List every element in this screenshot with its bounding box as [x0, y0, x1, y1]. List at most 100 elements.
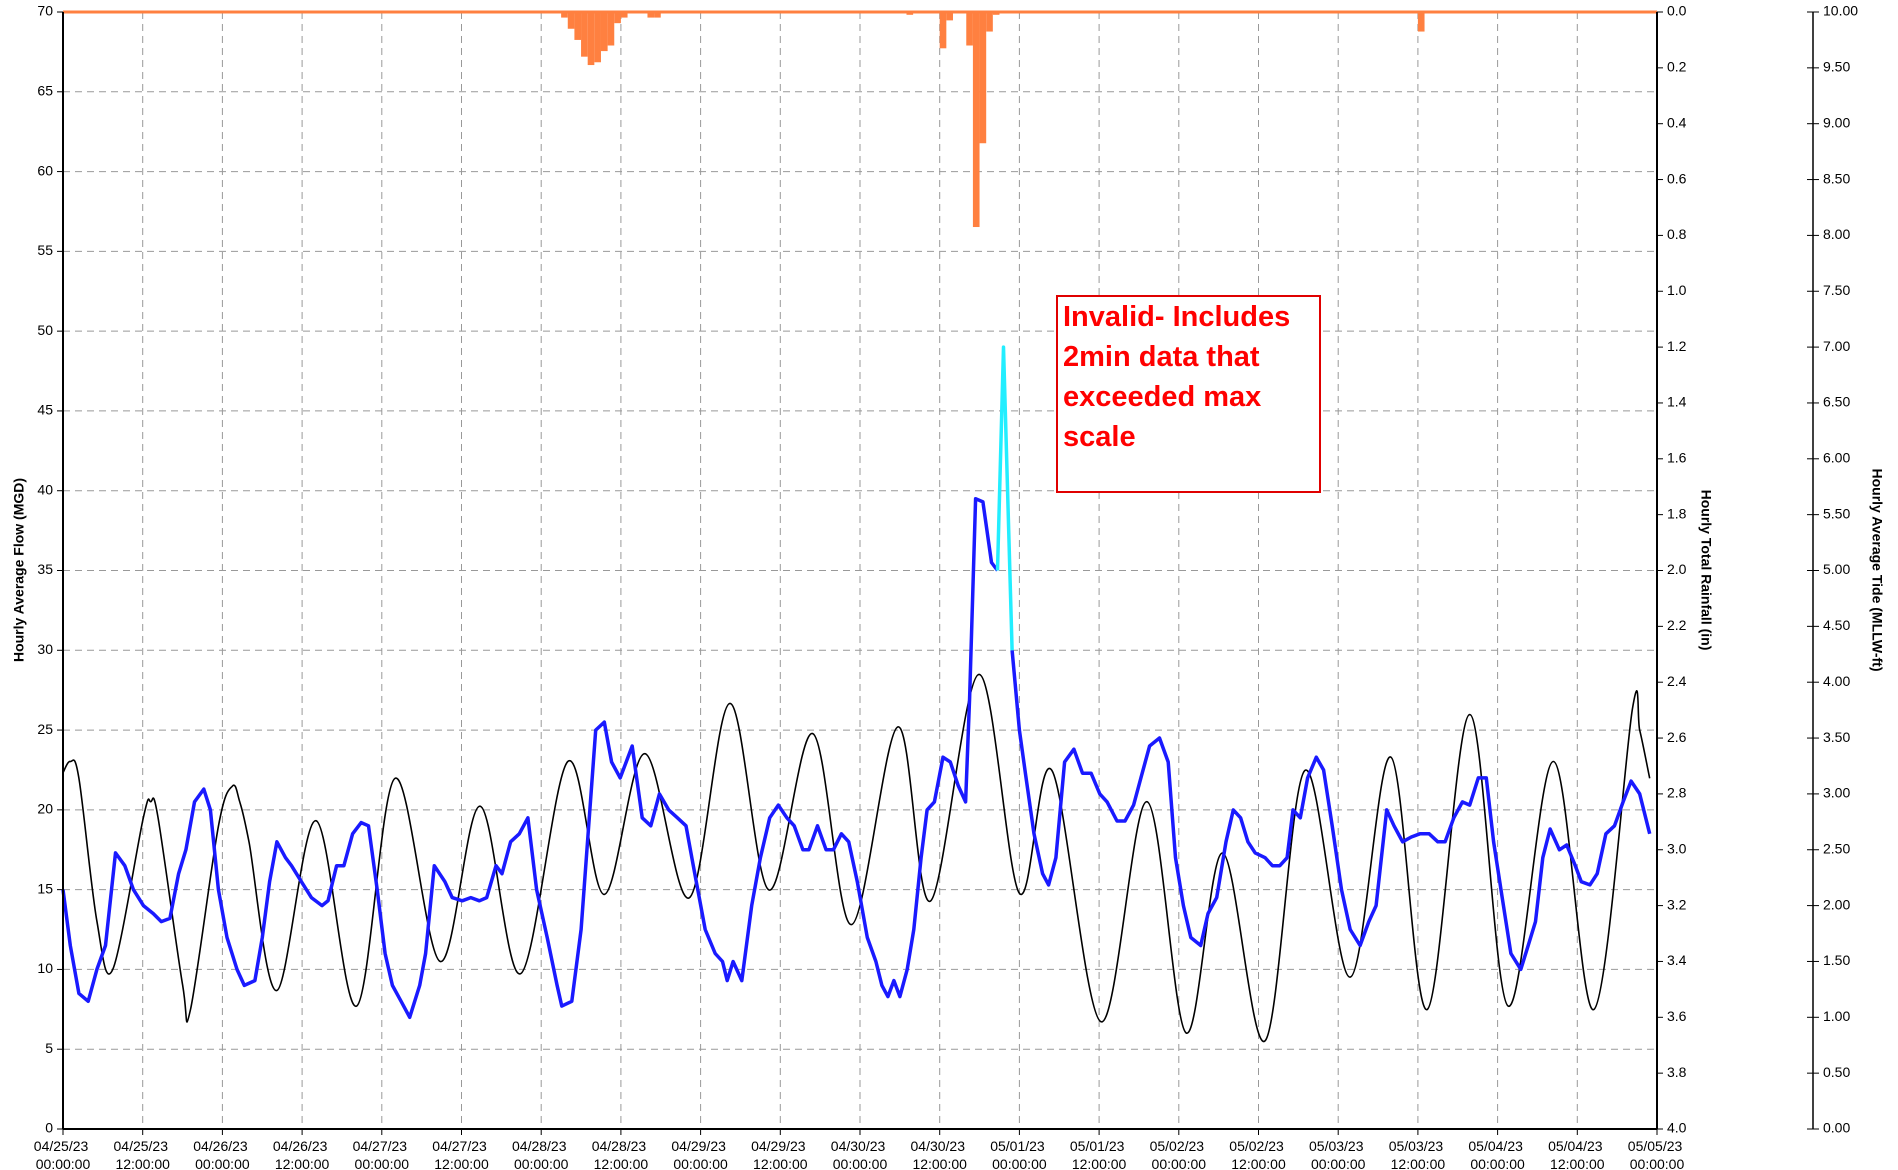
x-tick-label: 04/29/23 00:00:00: [671, 1138, 729, 1170]
rain-bar: [647, 12, 655, 18]
rain-bar: [1417, 12, 1425, 32]
x-tick-label-line: 05/03/23: [1389, 1138, 1447, 1154]
y3-tick-label: 6.00: [1823, 450, 1850, 466]
y3-axis-title: Hourly Average Tide (MLLW-ft): [1869, 469, 1885, 672]
x-tick-label-line: 12:00:00: [1550, 1156, 1605, 1170]
y3-tick-label: 5.50: [1823, 505, 1850, 521]
y2-tick-label: 1.8: [1667, 505, 1687, 521]
y-tick-label: 25: [37, 721, 53, 737]
y-tick-label: 60: [37, 162, 53, 178]
y2-tick-label: 0.6: [1667, 170, 1687, 186]
y2-tick-label: 1.0: [1667, 282, 1687, 298]
y2-tick-label: 2.4: [1667, 673, 1687, 689]
x-tick-label-line: 05/02/23: [1229, 1138, 1287, 1154]
x-tick-label-line: 00:00:00: [992, 1156, 1047, 1170]
x-tick-label-line: 05/02/23: [1150, 1138, 1208, 1154]
x-tick-label: 05/05/23 00:00:00: [1628, 1138, 1686, 1170]
x-tick-label: 05/03/23 00:00:00: [1309, 1138, 1367, 1170]
rain-bar: [614, 12, 621, 24]
y2-tick-label: 1.6: [1667, 450, 1687, 466]
y3-tick-label: 1.00: [1823, 1008, 1850, 1024]
x-tick-label-line: 04/25/23: [114, 1138, 172, 1154]
x-tick-label-line: 12:00:00: [753, 1156, 808, 1170]
x-tick-label-line: 04/30/23: [911, 1138, 969, 1154]
x-tick-label-line: 00:00:00: [1630, 1156, 1685, 1170]
y-tick-label: 65: [37, 82, 53, 98]
x-tick-label: 04/28/23 00:00:00: [512, 1138, 570, 1170]
rain-bar: [939, 12, 947, 49]
y3-tick-label: 1.50: [1823, 952, 1850, 968]
y3-tick-label: 0.00: [1823, 1120, 1850, 1136]
x-tick-label-line: 00:00:00: [1152, 1156, 1207, 1170]
y-tick-label: 40: [37, 481, 53, 497]
annotation-box: [1056, 295, 1321, 493]
x-tick-label-line: 04/26/23: [273, 1138, 331, 1154]
x-tick-label-line: 05/05/23: [1628, 1138, 1686, 1154]
x-tick-label: 05/03/23 12:00:00: [1389, 1138, 1447, 1170]
series-line: [995, 345, 1014, 651]
series-line: [62, 673, 1651, 1042]
annotation-text: 2min data that: [1063, 341, 1260, 373]
rain-bar: [561, 12, 568, 18]
rain-bar: [567, 12, 575, 29]
rain-bar: [581, 12, 588, 57]
x-tick-label-line: 05/03/23: [1309, 1138, 1367, 1154]
rain-bar: [594, 12, 601, 63]
y-tick-label: 55: [37, 242, 53, 258]
y-tick-label: 0: [45, 1120, 53, 1136]
x-tick-label-line: 00:00:00: [1470, 1156, 1525, 1170]
x-tick-label: 05/02/23 00:00:00: [1150, 1138, 1208, 1170]
rain-bar: [946, 12, 953, 21]
y2-tick-label: 2.8: [1667, 785, 1687, 801]
rain-bar: [979, 12, 987, 144]
x-tick-label: 04/25/23 12:00:00: [114, 1138, 172, 1170]
y2-tick-label: 4.0: [1667, 1120, 1687, 1136]
y3-tick-label: 5.00: [1823, 561, 1850, 577]
x-tick-label: 04/28/23 12:00:00: [592, 1138, 650, 1170]
y2-tick-label: 3.2: [1667, 896, 1687, 912]
x-tick-label: 04/26/23 00:00:00: [193, 1138, 251, 1170]
y3-tick-label: 7.50: [1823, 282, 1850, 298]
x-tick-label: 05/01/23 00:00:00: [990, 1138, 1048, 1170]
rain-bar: [620, 12, 628, 18]
y-tick-label: 45: [37, 402, 53, 418]
y2-axis-title: Hourly Total Rainfall (in): [1698, 490, 1714, 651]
y2-tick-label: 1.4: [1667, 394, 1687, 410]
x-tick-label: 05/02/23 12:00:00: [1229, 1138, 1287, 1170]
y2-tick-label: 2.6: [1667, 729, 1687, 745]
y2-tick-label: 3.8: [1667, 1064, 1687, 1080]
y2-tick-label: 0.2: [1667, 59, 1687, 75]
x-tick-label: 04/30/23 12:00:00: [911, 1138, 969, 1170]
rain-bar: [972, 12, 980, 228]
x-tick-label-line: 12:00:00: [594, 1156, 649, 1170]
x-tick-label-line: 12:00:00: [275, 1156, 330, 1170]
x-tick-label: 04/29/23 12:00:00: [751, 1138, 809, 1170]
x-tick-label-line: 04/28/23: [592, 1138, 650, 1154]
y-tick-label: 10: [37, 960, 53, 976]
y2-tick-label: 1.2: [1667, 338, 1687, 354]
y-tick-label: 5: [45, 1040, 53, 1056]
annotation-text: Invalid- Includes: [1063, 301, 1290, 333]
y2-tick-label: 2.2: [1667, 617, 1687, 633]
y3-tick-label: 3.00: [1823, 785, 1850, 801]
rain-bar: [600, 12, 608, 52]
series-line: [61, 496, 1652, 1020]
annotation-text: exceeded max: [1063, 381, 1261, 413]
y3-tick-label: 6.50: [1823, 394, 1850, 410]
x-tick-label-line: 12:00:00: [1231, 1156, 1286, 1170]
rain-bar: [654, 12, 661, 18]
x-tick-label-line: 12:00:00: [1072, 1156, 1127, 1170]
x-tick-label-line: 00:00:00: [1311, 1156, 1366, 1170]
y3-tick-label: 9.50: [1823, 59, 1850, 75]
y3-tick-label: 8.00: [1823, 226, 1850, 242]
x-tick-label: 05/04/23 00:00:00: [1468, 1138, 1526, 1170]
y3-tick-label: 10.00: [1823, 3, 1858, 19]
x-tick-label-line: 00:00:00: [195, 1156, 250, 1170]
y-tick-label: 20: [37, 801, 53, 817]
rain-bar: [906, 12, 914, 15]
y-tick-label: 35: [37, 561, 53, 577]
x-tick-label-line: 05/01/23: [1070, 1138, 1128, 1154]
x-tick-label-line: 04/29/23: [671, 1138, 729, 1154]
x-tick-label: 05/04/23 12:00:00: [1548, 1138, 1606, 1170]
